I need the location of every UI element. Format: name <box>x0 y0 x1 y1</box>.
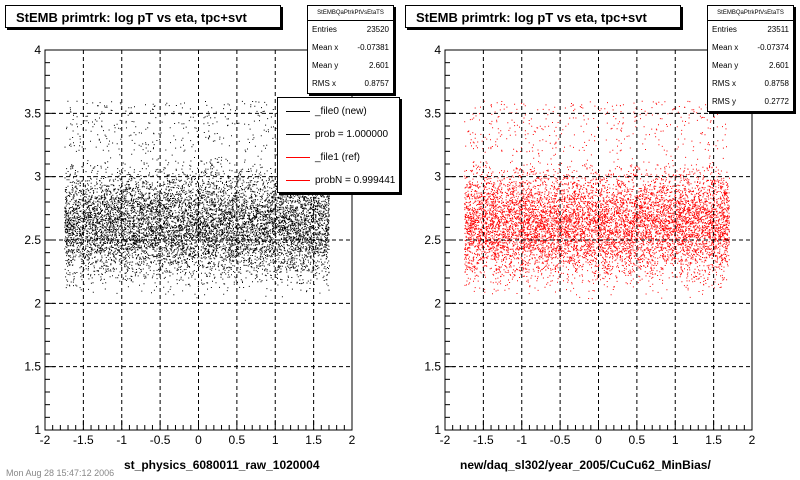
left-x-axis-title: st_physics_6080011_raw_1020004 <box>124 458 320 472</box>
left-x-axis: -2 -1.5 -1 -0.5 0 0.5 1 1.5 2 <box>40 420 356 447</box>
legend-line-red <box>286 157 310 158</box>
right-x-tick-label: 1.5 <box>705 433 722 447</box>
left-stats-row-rms-x: RMS x 0.8757 <box>312 79 389 88</box>
legend-line-black <box>286 111 310 112</box>
left-x-tick-label: -1 <box>116 433 127 447</box>
right-x-tick-label: 2 <box>749 433 756 447</box>
right-chart-panel: -2 -1.5 -1 -0.5 0 0.5 1 1.5 2 1 1.5 2 2.5 3 3.5 4 StEMB… <box>400 0 800 480</box>
left-x-tick-label: -2 <box>40 433 51 447</box>
right-stats-row-rms-x: RMS x 0.8758 <box>712 79 789 88</box>
left-stats-name: StEMBQaPtrkPtVsEtaTS <box>308 6 393 21</box>
left-y-tick-label: 3.5 <box>24 106 41 120</box>
left-x-tick-label: 1.5 <box>305 433 322 447</box>
right-scatter-plot: -2 -1.5 -1 -0.5 0 0.5 1 1.5 2 1 1.5 2 2.5 3 3.5 4 <box>424 43 756 447</box>
right-y-tick-label: 4 <box>434 43 441 57</box>
left-scatter-plot: -2 -1.5 -1 -0.5 0 0.5 1 1.5 2 1 1.5 2 2.5 3 3.5 4 <box>24 43 356 447</box>
left-scatter-markers <box>64 100 330 301</box>
right-stats-row-rms-y: RMS y 0.2772 <box>712 97 789 106</box>
right-y-tick-label: 2 <box>434 296 441 310</box>
left-x-tick-label: 2 <box>349 433 356 447</box>
left-y-tick-label: 4 <box>34 43 41 57</box>
left-stats-box: StEMBQaPtrkPtVsEtaTS Entries 23520 Mean x… <box>307 5 394 94</box>
right-x-tick-label: -1.5 <box>473 433 494 447</box>
left-x-tick-label: 0.5 <box>229 433 246 447</box>
legend-entry-prob: prob = 1.000000 <box>278 123 399 147</box>
left-stats-row-mean-y: Mean y 2.601 <box>312 61 389 70</box>
right-x-axis-title: new/daq_sl302/year_2005/CuCu62_MinBias/ <box>460 458 711 472</box>
right-x-tick-label: 1 <box>672 433 679 447</box>
right-stats-row-mean-y: Mean y 2.601 <box>712 61 789 70</box>
right-grid <box>445 50 752 430</box>
left-stats-row-mean-x: Mean x -0.07381 <box>312 43 389 52</box>
right-x-tick-label: 0 <box>595 433 602 447</box>
right-stats-box: StEMBQaPtrkPtVsEtaTS Entries 23511 Mean x… <box>707 5 794 112</box>
legend-line-red <box>286 180 310 181</box>
right-scatter-points <box>464 100 730 300</box>
right-stats-name: StEMBQaPtrkPtVsEtaTS <box>708 6 793 21</box>
right-stats-row-entries: Entries 23511 <box>712 25 789 34</box>
left-x-tick-label: 0 <box>195 433 202 447</box>
right-y-tick-label: 2.5 <box>424 233 441 247</box>
left-x-tick-label: 1 <box>272 433 279 447</box>
right-x-tick-label: -1 <box>516 433 527 447</box>
left-y-tick-label: 1 <box>34 423 41 437</box>
footer-timestamp: Mon Aug 28 15:47:12 2006 <box>6 468 115 478</box>
right-x-tick-label: -0.5 <box>550 433 571 447</box>
right-chart-title: StEMB primtrk: log pT vs eta, tpc+svt <box>405 5 681 28</box>
legend-entry-file0: _file0 (new) <box>278 100 399 124</box>
left-y-tick-label: 3 <box>34 170 41 184</box>
left-stats-row-entries: Entries 23520 <box>312 25 389 34</box>
left-y-tick-label: 2.5 <box>24 233 41 247</box>
left-chart-panel: -2 -1.5 -1 -0.5 0 0.5 1 1.5 2 1 1.5 2 2.5 3 3.5 4 StEMB… <box>5 5 400 472</box>
right-x-axis: -2 -1.5 -1 -0.5 0 0.5 1 1.5 2 <box>440 420 756 447</box>
right-x-tick-label: -2 <box>440 433 451 447</box>
left-x-tick-label: -1.5 <box>73 433 94 447</box>
right-stats-row-mean-x: Mean x -0.07374 <box>712 43 789 52</box>
legend-entry-file1: _file1 (ref) <box>278 146 399 170</box>
right-y-tick-label: 1.5 <box>424 360 441 374</box>
right-y-tick-label: 1 <box>434 423 441 437</box>
right-y-axis: 1 1.5 2 2.5 3 3.5 4 <box>424 43 455 437</box>
legend-entry-probn: probN = 0.999441 <box>278 169 399 192</box>
left-y-axis: 1 1.5 2 2.5 3 3.5 4 <box>24 43 55 437</box>
left-y-tick-label: 2 <box>34 296 41 310</box>
left-x-tick-label: -0.5 <box>150 433 171 447</box>
left-y-tick-label: 1.5 <box>24 360 41 374</box>
right-y-tick-label: 3.5 <box>424 106 441 120</box>
right-x-tick-label: 0.5 <box>629 433 646 447</box>
legend-line-black <box>286 134 310 135</box>
left-chart-title: StEMB primtrk: log pT vs eta, tpc+svt <box>5 5 281 28</box>
left-legend: _file0 (new) prob = 1.000000 _file1 (ref… <box>277 97 400 193</box>
right-y-tick-label: 3 <box>434 170 441 184</box>
right-scatter-markers <box>464 100 730 300</box>
left-scatter-points <box>64 100 330 301</box>
